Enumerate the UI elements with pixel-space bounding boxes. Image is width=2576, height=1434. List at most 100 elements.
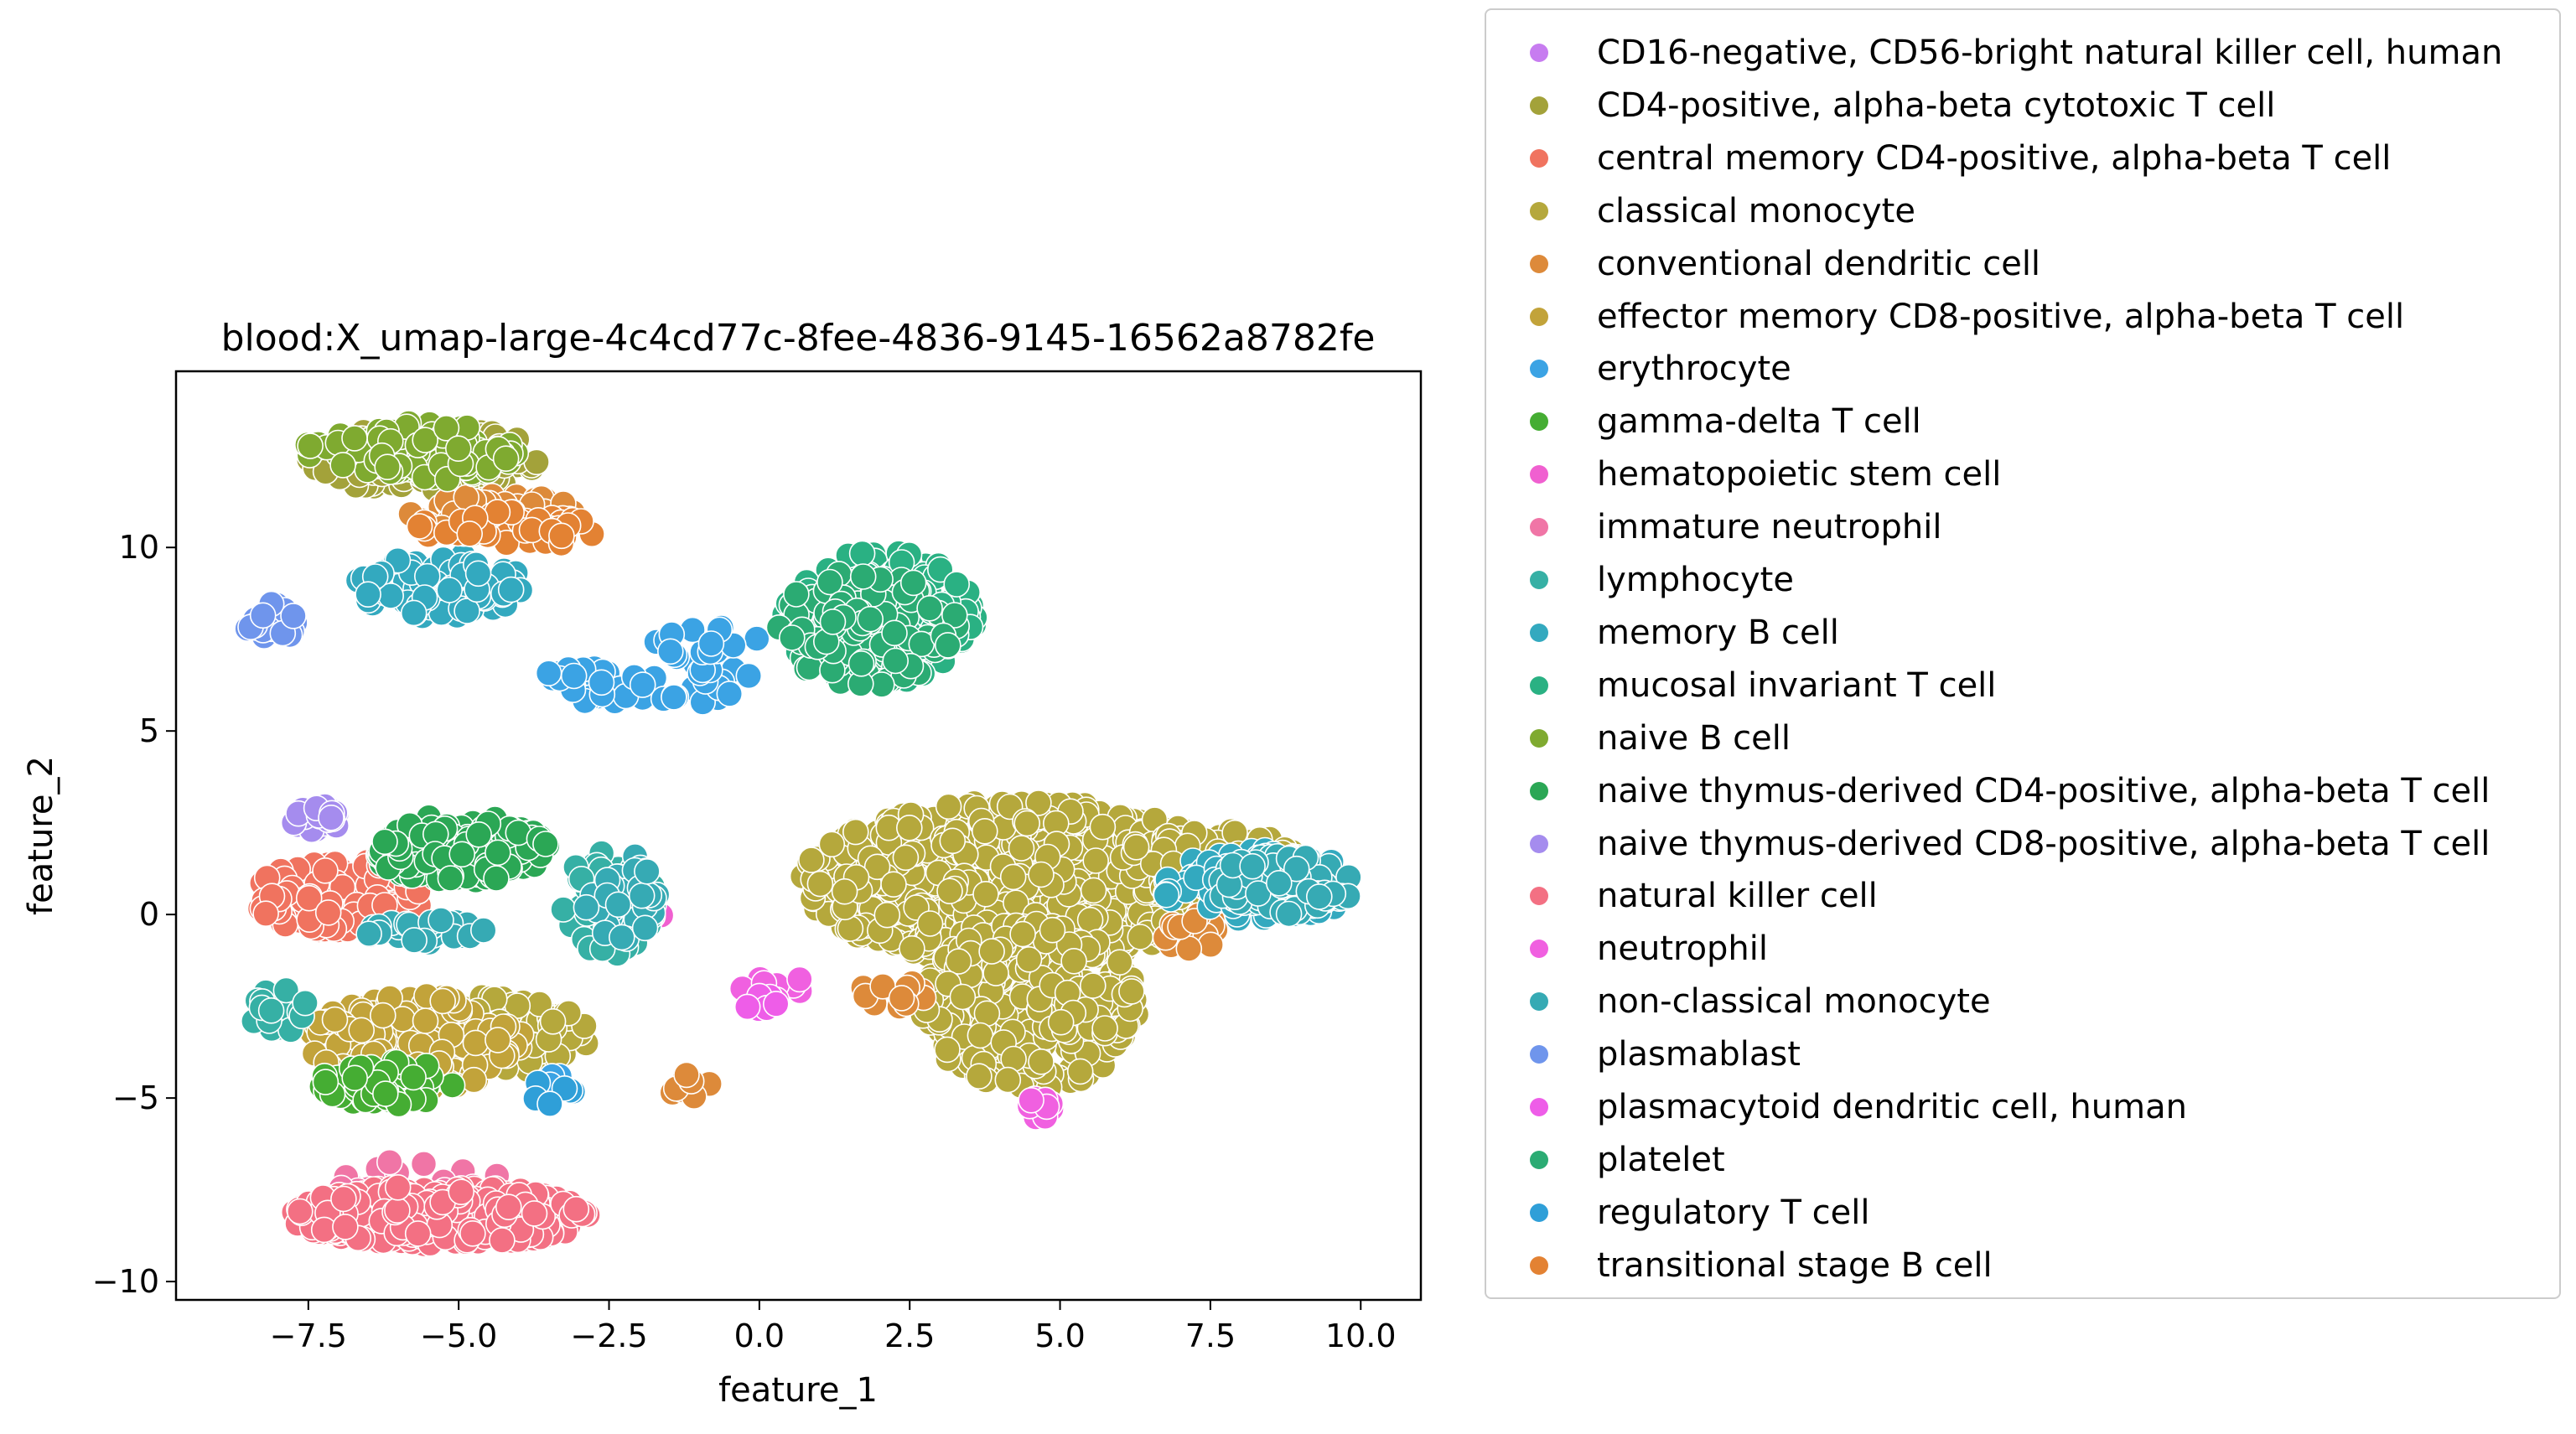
x-axis-label: feature_1	[718, 1371, 878, 1410]
legend-marker-icon	[1530, 887, 1548, 906]
data-point	[495, 1193, 522, 1220]
legend-marker-icon	[1530, 254, 1548, 273]
series-16	[280, 1174, 601, 1258]
data-point	[280, 603, 307, 629]
scatter-points	[234, 410, 1362, 1258]
data-point	[312, 857, 339, 884]
legend-marker-icon	[1530, 992, 1548, 1012]
legend-marker-icon	[1530, 518, 1548, 537]
data-point	[733, 993, 761, 1021]
data-point	[916, 910, 944, 937]
legend-label: platelet	[1597, 1140, 1725, 1179]
data-point	[489, 1227, 516, 1254]
data-point	[1197, 931, 1224, 959]
data-point	[573, 893, 600, 921]
x-tick-label: 7.5	[1185, 1318, 1236, 1354]
data-point	[982, 960, 1009, 986]
data-point	[314, 899, 342, 926]
data-point	[292, 989, 319, 1017]
data-point	[329, 452, 356, 479]
data-point	[548, 522, 575, 550]
legend-marker-icon	[1530, 307, 1548, 326]
data-point	[762, 991, 790, 1017]
data-point	[371, 1080, 399, 1107]
legend-marker-icon	[1530, 834, 1548, 853]
legend-marker-icon	[1530, 465, 1548, 484]
data-point	[934, 1036, 961, 1064]
data-point	[1306, 883, 1333, 910]
data-point	[497, 576, 525, 603]
data-point	[406, 513, 433, 540]
data-point	[881, 619, 908, 647]
data-point	[249, 602, 277, 629]
data-point	[896, 814, 923, 841]
data-point	[444, 435, 472, 463]
data-point	[673, 1061, 700, 1089]
data-point	[588, 669, 615, 696]
data-point	[492, 445, 520, 473]
data-point	[550, 896, 577, 923]
data-point	[888, 985, 915, 1012]
data-point	[916, 594, 943, 622]
data-point	[899, 569, 927, 597]
legend-label: classical monocyte	[1597, 191, 1915, 230]
x-tick-label: 10.0	[1325, 1318, 1397, 1354]
data-point	[355, 920, 382, 947]
data-point	[899, 934, 925, 962]
legend-label: mucosal invariant T cell	[1597, 665, 1997, 705]
data-point	[348, 1017, 376, 1044]
legend-label: CD4-positive, alpha-beta cytotoxic T cel…	[1597, 85, 2276, 125]
data-point	[400, 1064, 427, 1091]
legend-marker-icon	[1530, 1045, 1548, 1064]
data-point	[967, 1022, 994, 1049]
data-point	[608, 924, 635, 951]
data-point	[560, 662, 588, 690]
data-point	[743, 625, 770, 652]
legend-label: CD16-negative, CD56-bright natural kille…	[1597, 34, 2503, 72]
data-point	[376, 1148, 403, 1176]
data-point	[562, 1195, 590, 1223]
data-point	[631, 914, 659, 942]
legend-label: natural killer cell	[1597, 877, 1878, 916]
data-point	[401, 927, 428, 954]
y-tick-label: 0	[139, 896, 159, 933]
data-point	[412, 1007, 439, 1034]
legend-marker-icon	[1530, 148, 1548, 168]
data-point	[448, 841, 476, 868]
y-axis-label: feature_2	[22, 756, 60, 915]
x-tick-label: 2.5	[884, 1318, 935, 1354]
data-point	[842, 818, 869, 846]
series-19	[234, 590, 308, 650]
data-point	[880, 871, 907, 898]
legend-marker-icon	[1530, 412, 1548, 432]
data-point	[318, 804, 345, 831]
legend-label: transitional stage B cell	[1597, 1245, 1993, 1285]
legend-label: lymphocyte	[1597, 561, 1794, 599]
data-point	[312, 1069, 339, 1095]
data-point	[1122, 833, 1150, 861]
legend-label: effector memory CD8-positive, alpha-beta…	[1597, 297, 2405, 336]
x-tick-label: 0.0	[734, 1318, 785, 1354]
data-point	[1025, 789, 1052, 816]
data-point	[935, 632, 961, 659]
data-point	[1066, 1058, 1094, 1085]
data-point	[483, 865, 510, 892]
x-tick-label: −5.0	[420, 1318, 497, 1354]
data-point	[1089, 813, 1117, 841]
legend-marker-icon	[1530, 1150, 1548, 1169]
data-point	[973, 1000, 1001, 1028]
data-point	[798, 846, 825, 873]
data-point	[374, 453, 402, 481]
data-point	[332, 1214, 359, 1240]
x-axis-ticks: −7.5 −5.0 −2.5 0.0 2.5 5.0 7.5 10.0	[270, 1300, 1397, 1354]
data-point	[994, 1066, 1022, 1094]
data-point	[437, 865, 464, 892]
data-point	[410, 1151, 438, 1178]
y-tick-label: 5	[139, 712, 159, 749]
data-point	[604, 891, 632, 919]
data-point	[966, 1063, 993, 1090]
data-point	[404, 1220, 432, 1247]
y-axis-ticks: −10 −5 0 5 10	[92, 529, 176, 1300]
y-tick-label: 10	[119, 529, 159, 566]
